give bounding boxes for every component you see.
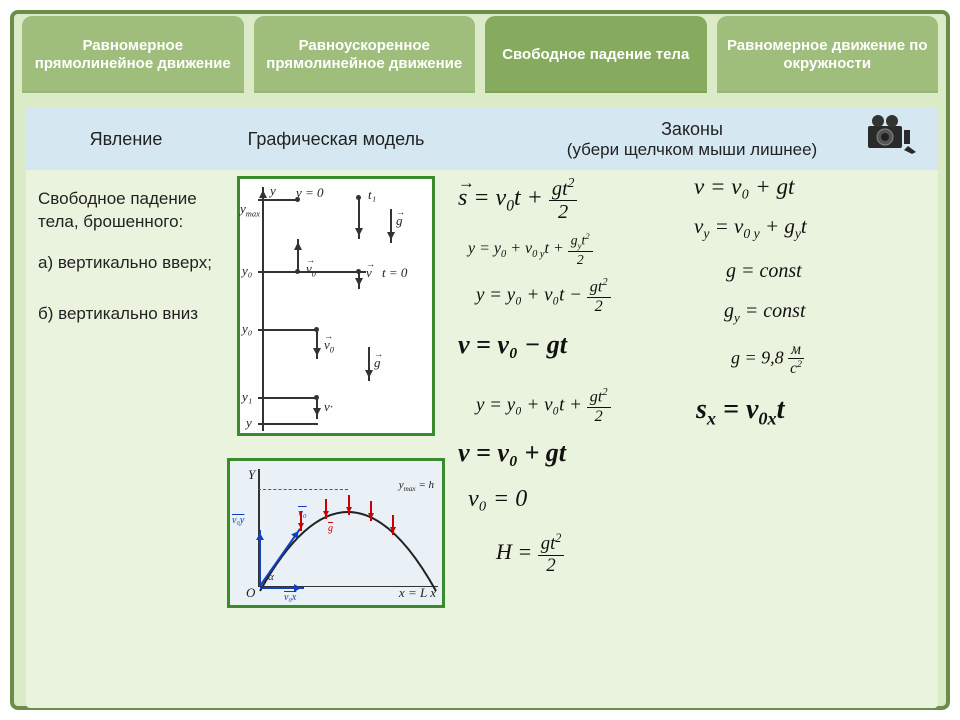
- header-laws-line1: Законы: [661, 119, 723, 140]
- lbl-v: v: [366, 265, 372, 281]
- g-arrow-3: [348, 495, 350, 515]
- eq-sx[interactable]: sx = v0xt: [696, 394, 784, 430]
- camera-icon[interactable]: [864, 114, 920, 154]
- eq-vy[interactable]: vy = v0 y + gyt: [694, 214, 807, 242]
- arrow-g1: [390, 209, 392, 243]
- dashed-ymax: [258, 489, 348, 490]
- arrow-v0-up: [297, 239, 299, 271]
- header-graphic-model: Графическая модель: [226, 108, 446, 170]
- tab-accelerated-linear[interactable]: Равноускоренное прямолинейное движение: [254, 16, 476, 93]
- arrow-v: [358, 271, 360, 289]
- vec-v0y: [259, 530, 261, 586]
- eq-g-const[interactable]: g = const: [726, 260, 802, 283]
- arrow-v0-down: [316, 329, 318, 359]
- phenomenon-title: Свободное падение тела, брошенного:: [38, 188, 214, 234]
- lbl-g1: g: [396, 213, 403, 229]
- lbl-alpha: α: [268, 571, 274, 583]
- header-laws-line2: (убери щелчком мыши лишнее): [567, 140, 817, 160]
- eq-s-vec[interactable]: s = v0t + gt22: [458, 176, 577, 223]
- lbl-O: O: [246, 585, 255, 601]
- lbl-g2: g: [374, 355, 381, 371]
- lbl-vprime: v·: [324, 399, 333, 415]
- eq-v-plus-right[interactable]: v = v₀ + gt: [694, 174, 794, 200]
- g-arrow-2: [325, 499, 327, 519]
- lbl-v0y: v₀y: [232, 515, 244, 526]
- diagram-vertical-throw: y v = 0 ymax t₁ g y₀ v0: [237, 176, 435, 436]
- eq-g-value[interactable]: g = 9,8 мс2: [731, 342, 804, 377]
- phenomenon-a: а) вертикально вверх;: [38, 252, 214, 275]
- table-header-row: Явление Графическая модель Законы (убери…: [26, 108, 938, 170]
- dot-t1: [356, 195, 361, 200]
- lbl-y: y: [270, 183, 276, 199]
- eq-y-plus[interactable]: y = y₀ + v₀t + gt22: [476, 388, 611, 425]
- vec-v0x: [260, 587, 304, 589]
- g-arrow-4: [370, 501, 372, 521]
- table-body: Свободное падение тела, брошенного: а) в…: [26, 170, 938, 705]
- eq-y-minus[interactable]: y = y₀ + v₀t − gt22: [476, 278, 611, 315]
- y-axis: [262, 187, 264, 431]
- eq-gy-const[interactable]: gy = const: [724, 300, 806, 326]
- lbl-v0x: v₀x: [284, 592, 296, 603]
- g-arrow-5: [392, 515, 394, 535]
- lbl-yb: y: [246, 415, 252, 431]
- arrow-g2: [368, 347, 370, 381]
- lbl-y0b: y₀: [242, 321, 252, 337]
- lbl-y1: y₁: [242, 389, 252, 405]
- tab-free-fall[interactable]: Свободное падение тела: [485, 16, 707, 93]
- eq-v0-zero[interactable]: v₀ = 0: [468, 486, 527, 513]
- lbl-v0: v0: [306, 261, 316, 279]
- diagram-projectile: Y O x = L x ymax = h v₀ v₀y v₀x α: [227, 458, 445, 608]
- lbl-v-zero: v = 0: [296, 185, 324, 201]
- tab-bar: Равномерное прямолинейное движение Равно…: [14, 8, 946, 93]
- tick-ymax: [258, 199, 298, 201]
- lbl-y0: y₀: [242, 263, 252, 279]
- slide-frame: Равномерное прямолинейное движение Равно…: [10, 10, 950, 710]
- eq-v-minus[interactable]: v = v₀ − gt: [458, 330, 567, 360]
- lbl-g-traj: g: [328, 523, 333, 534]
- lbl-Y: Y: [248, 467, 255, 483]
- lbl-ymaxh: ymax = h: [399, 479, 434, 493]
- lbl-t1: t₁: [368, 187, 376, 203]
- lbl-v0b: v0: [324, 337, 334, 355]
- tab-circular[interactable]: Равномерное движение по окружности: [717, 16, 939, 93]
- header-phenomenon: Явление: [26, 108, 226, 170]
- content-panel: Явление Графическая модель Законы (убери…: [26, 108, 938, 708]
- tab-uniform-linear[interactable]: Равномерное прямолинейное движение: [22, 16, 244, 93]
- phenomenon-b: б) вертикально вниз: [38, 303, 214, 326]
- equations-column: s = v0t + gt22 y = y0 + v0 yt + gyt22 y …: [446, 170, 938, 705]
- g-arrow-1: [300, 511, 302, 531]
- lbl-ymax: ymax: [240, 201, 260, 219]
- tick-yb: [258, 423, 318, 425]
- tick-y1: [258, 397, 318, 399]
- eq-y-full-vector[interactable]: y = y0 + v0 yt + gyt22: [468, 232, 593, 267]
- arrow-vdot: [316, 397, 318, 419]
- lbl-t0: t = 0: [382, 265, 407, 281]
- diagram-column: y v = 0 ymax t₁ g y₀ v0: [226, 170, 446, 705]
- eq-H[interactable]: H = gt22: [496, 532, 564, 576]
- dot-top: [295, 197, 300, 202]
- eq-v-plus[interactable]: v = v₀ + gt: [458, 438, 566, 468]
- phenomenon-column: Свободное падение тела, брошенного: а) в…: [26, 170, 226, 705]
- arrow-t1: [358, 197, 360, 239]
- tick-y0b: [258, 329, 318, 331]
